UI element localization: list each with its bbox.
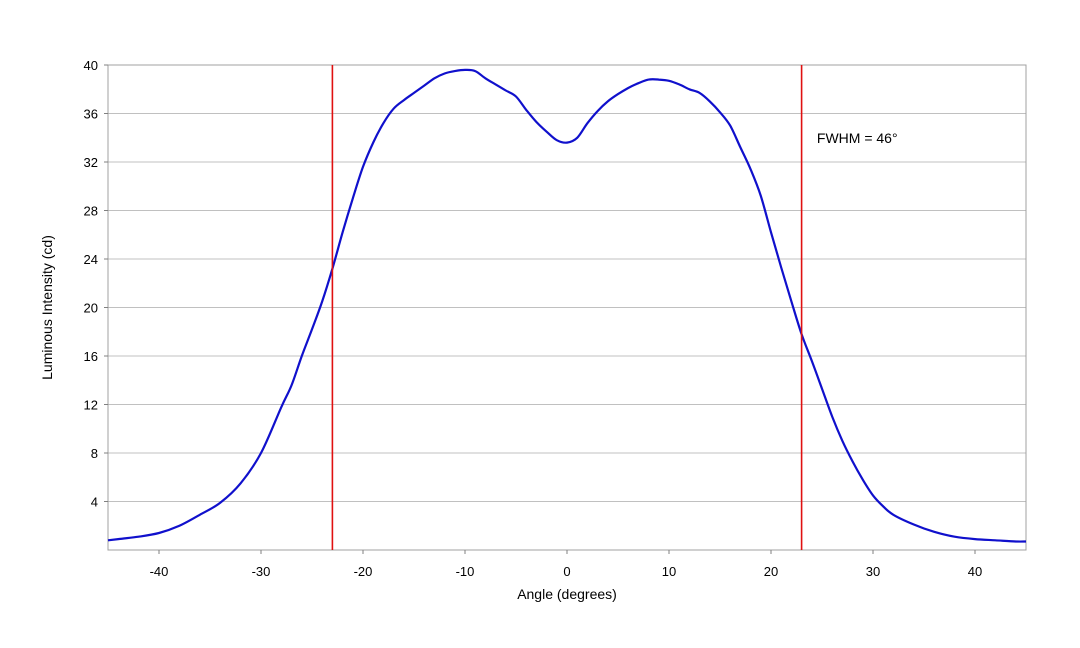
x-tick-label-0: 0 [563,564,570,579]
x-tick-label--10: -10 [456,564,475,579]
x-tick-label-30: 30 [866,564,880,579]
x-tick-label-40: 40 [968,564,982,579]
fwhm-lines [331,65,803,550]
y-axis-label: Luminous Intensity (cd) [39,235,55,380]
x-tick-label-20: 20 [764,564,778,579]
y-tick-label-8: 8 [91,446,98,461]
y-tick-label-20: 20 [84,301,98,316]
y-tick-label-28: 28 [84,204,98,219]
y-tick-label-24: 24 [84,252,98,267]
series-line-0 [107,68,1027,543]
series-layer [107,68,1027,543]
y-tick-label-12: 12 [84,398,98,413]
x-tick-label--30: -30 [252,564,271,579]
y-tick-label-32: 32 [84,155,98,170]
y-tick-label-4: 4 [91,495,98,510]
x-axis-label: Angle (degrees) [517,586,617,602]
x-tick-label--40: -40 [150,564,169,579]
y-axis-ticks: 4 8 12 16 20 24 28 32 36 40 [84,58,108,510]
y-tick-label-40: 40 [84,58,98,73]
y-tick-label-16: 16 [84,349,98,364]
annotations: FWHM = 46° [817,130,898,146]
annotation-fwhm: FWHM = 46° [817,130,898,146]
x-tick-label--20: -20 [354,564,373,579]
y-tick-label-36: 36 [84,107,98,122]
x-tick-label-10: 10 [662,564,676,579]
x-axis-ticks: -40 -30 -20 -10 0 10 20 30 40 [150,550,982,579]
